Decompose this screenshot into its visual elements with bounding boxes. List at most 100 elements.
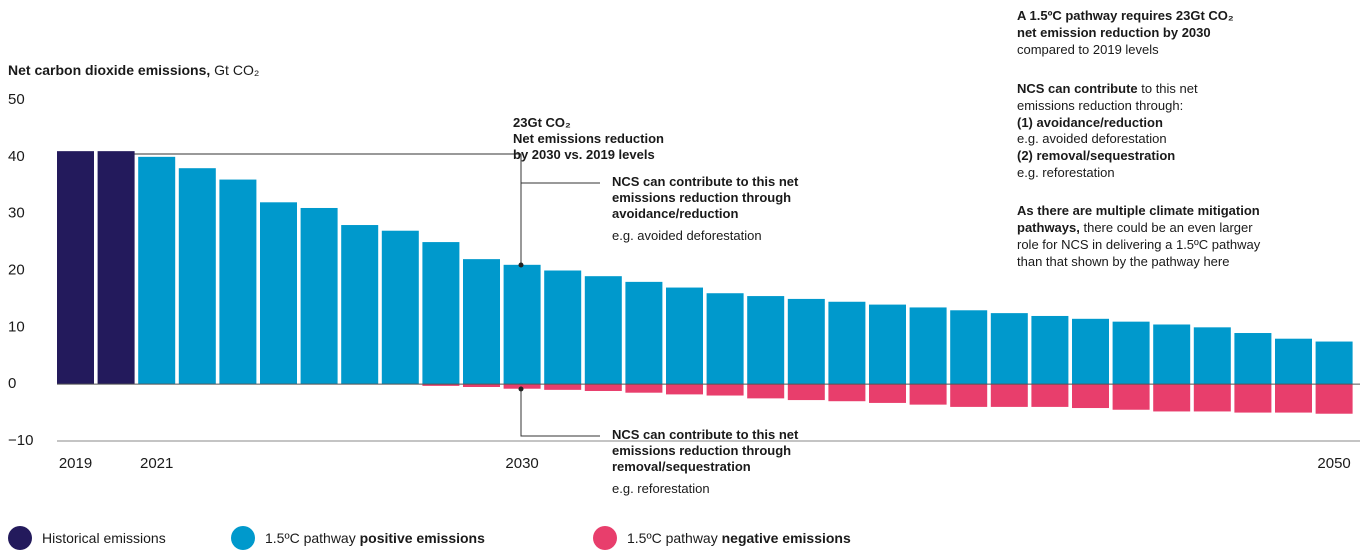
annotation-run: emissions reduction through [612,190,791,205]
annotation: compared to 2019 levels [1017,42,1159,57]
legend-label: 1.5ºC pathway positive emissions [265,530,485,546]
connector [134,153,522,265]
annotation: As there are multiple climate mitigation [1017,203,1260,218]
bar [463,259,500,385]
chart-title-run: Gt CO₂ [210,62,259,78]
bar [503,384,541,389]
y-tick-label: 20 [8,261,25,278]
annotation-run: there could be an even larger [1080,220,1253,235]
annotation-run: 23Gt CO₂ [513,115,571,130]
bar [57,151,94,385]
x-tick-label: 2030 [505,455,538,472]
annotation: e.g. avoided deforestation [612,228,762,243]
legend-label-run: 1.5ºC pathway [265,530,360,546]
annotation-run: emissions reduction through [612,443,791,458]
bar [1153,384,1191,412]
bar [1234,333,1272,385]
bar [1153,324,1191,385]
bar [1234,384,1272,413]
bar [1193,327,1231,385]
y-tick-label: 40 [8,148,25,165]
bar [1072,318,1109,385]
bar [787,384,825,401]
annotation: avoidance/reduction [612,206,738,221]
annotation-run: e.g. reforestation [612,481,710,496]
bar [950,310,988,385]
legend-label-run: positive emissions [360,530,485,546]
bar [869,384,906,403]
x-tick-label: 2021 [140,455,173,472]
annotation-run: e.g. avoided deforestation [1017,131,1167,146]
bar [138,156,176,385]
annotation: NCS can contribute to this net [612,174,799,189]
annotation-run: than that shown by the pathway here [1017,254,1229,269]
x-tick-label: 2019 [59,455,92,472]
bar [260,202,297,385]
annotation: than that shown by the pathway here [1017,254,1229,269]
bar [97,151,135,385]
legend-swatch [593,526,617,550]
bar [747,296,785,385]
bar [787,298,825,385]
annotation-run: A 1.5ºC pathway requires 23Gt CO₂ [1017,8,1234,23]
bar [909,307,947,385]
annotation: (2) removal/sequestration [1017,148,1175,163]
bar [544,384,582,390]
annotation-run: NCS can contribute to this net [612,174,799,189]
legend-label: Historical emissions [42,530,166,546]
annotation-run: removal/sequestration [612,459,751,474]
bar [1112,321,1150,385]
annotation-run: to this net [1138,81,1198,96]
bar [544,270,582,385]
bar [422,242,460,385]
annotation: e.g. reforestation [612,481,710,496]
bar [706,293,744,385]
bar [1031,384,1069,407]
annotation-run: As there are multiple climate mitigation [1017,203,1260,218]
bar [422,384,460,386]
bar [909,384,947,405]
bar [584,384,622,391]
bar [178,168,216,385]
bar [747,384,785,399]
bar [381,230,419,385]
bar [1315,341,1353,385]
bar [625,384,663,393]
legend-swatch [8,526,32,550]
annotation: emissions reduction through [612,443,791,458]
bar [828,384,866,402]
annotation-run: NCS can contribute to this net [612,427,799,442]
annotation-run: (2) removal/sequestration [1017,148,1175,163]
legend-label-run: 1.5ºC pathway [627,530,722,546]
annotation-run: net emission reduction by 2030 [1017,25,1211,40]
bar [1193,384,1231,412]
bar [828,301,866,385]
legend-label-run: Historical emissions [42,530,166,546]
legend-label-run: negative emissions [722,530,851,546]
bar [1315,384,1353,414]
annotation-run: pathways, [1017,220,1080,235]
y-tick-label: 0 [8,375,16,392]
annotation: NCS can contribute to this net [1017,81,1198,96]
bar [869,304,906,385]
annotation: e.g. reforestation [1017,165,1115,180]
chart-title-run: Net carbon dioxide emissions, [8,62,210,78]
annotation: A 1.5ºC pathway requires 23Gt CO₂ [1017,8,1234,23]
bar [1031,315,1069,385]
annotation-run: (1) avoidance/reduction [1017,115,1163,130]
bar [463,384,500,388]
y-tick-label: 50 [8,91,25,108]
annotation-run: by 2030 vs. 2019 levels [513,147,655,162]
bar [990,384,1028,407]
legend-swatch [231,526,255,550]
annotation: 23Gt CO₂ [513,115,571,130]
connector [520,389,600,437]
annotation: emissions reduction through [612,190,791,205]
bar [1275,338,1312,385]
bar [990,313,1028,385]
bar [706,384,744,396]
connector-dot [518,262,524,268]
annotation: pathways, there could be an even larger [1017,220,1253,235]
legend-label: 1.5ºC pathway negative emissions [627,530,851,546]
